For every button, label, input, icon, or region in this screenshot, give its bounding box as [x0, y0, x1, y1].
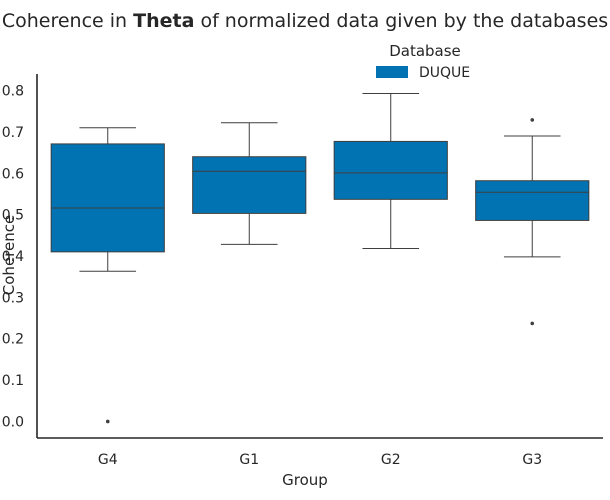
x-axis-label: Group	[282, 471, 328, 489]
y-tick-label-1: 0.1	[2, 373, 24, 389]
x-tick-label-g4: G4	[98, 452, 118, 468]
box-iqr	[333, 140, 448, 200]
box-g4	[50, 127, 165, 424]
legend-title: Database	[389, 42, 461, 60]
outlier-point-1	[530, 321, 535, 326]
legend: Database DUQUE	[376, 42, 470, 81]
y-axis-label: Coherence	[0, 215, 18, 295]
x-tick-label-g3: G3	[522, 452, 542, 468]
outlier-point-0	[105, 419, 110, 424]
box-g2	[333, 92, 448, 250]
box-iqr	[192, 156, 307, 214]
title-part-0: Coherence in	[2, 10, 133, 32]
y-tick-label-2: 0.2	[2, 332, 24, 348]
legend-swatch-duque	[376, 66, 408, 78]
y-tick-label-5: 0.5	[2, 208, 24, 224]
x-tick-label-g2: G2	[381, 452, 401, 468]
legend-label-duque: DUQUE	[419, 65, 470, 81]
outlier-point-0	[530, 118, 535, 122]
box-iqr	[50, 143, 165, 253]
y-tick-label-7: 0.7	[2, 125, 24, 141]
y-tick-label-0: 0.0	[2, 414, 24, 430]
title-part-2: of normalized data given by the database…	[194, 10, 608, 32]
y-tick-label-8: 0.8	[2, 84, 24, 100]
x-tick-label-g1: G1	[239, 452, 259, 468]
box-iqr	[475, 180, 590, 221]
box-g3	[475, 118, 590, 326]
chart-title: Coherence in Theta of normalized data gi…	[2, 10, 608, 32]
boxes	[50, 92, 590, 424]
box-g1	[192, 122, 307, 245]
y-tick-label-3: 0.3	[2, 290, 24, 306]
axes: 0.0 0.1 0.2 0.3 0.4 0.5 0.6 0.7 0.8 G4 G1 G2 G3	[2, 74, 603, 468]
y-tick-label-4: 0.4	[2, 249, 24, 265]
y-tick-label-6: 0.6	[2, 166, 24, 182]
title-part-1: Theta	[133, 10, 194, 32]
